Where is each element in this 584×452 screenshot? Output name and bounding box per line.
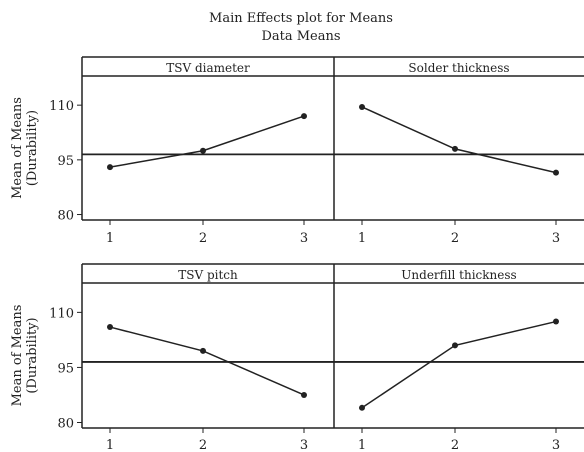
data-point [107, 324, 113, 331]
series-line [361, 106, 557, 174]
data-point [452, 145, 458, 152]
y-axis-label: (Durability) [25, 110, 40, 186]
series-line [109, 326, 305, 396]
x-tick-label: 3 [552, 231, 560, 246]
panel-title: TSV diameter [166, 61, 250, 75]
data-point [553, 318, 559, 325]
data-point [452, 342, 458, 349]
x-tick-label: 1 [106, 231, 114, 246]
y-axis-label: Mean of Means [10, 305, 25, 407]
data-point [359, 404, 365, 411]
data-point [301, 113, 307, 120]
x-tick-label: 3 [552, 438, 560, 452]
chart-title: Main Effects plot for Means [209, 11, 393, 26]
data-point [553, 169, 559, 176]
panel-title: TSV pitch [178, 268, 238, 282]
x-tick-label: 1 [106, 438, 114, 452]
y-tick-label: 95 [57, 154, 74, 169]
data-point [301, 391, 307, 398]
row-top: 80 95 110 Mean of Means (Durability) TSV diam… [10, 56, 584, 246]
data-point [200, 347, 206, 354]
data-point [107, 164, 113, 171]
y-axis-label: Mean of Means [10, 97, 25, 199]
y-tick-label: 80 [57, 209, 74, 224]
x-tick-label: 1 [358, 231, 366, 246]
row-bottom: 80 95 110 Mean of Means (Durability) TSV pitc… [10, 263, 584, 452]
y-tick-label: 110 [49, 306, 74, 321]
x-tick-label: 3 [300, 438, 308, 452]
series-line [109, 115, 305, 168]
panel-title: Solder thickness [408, 61, 509, 75]
data-point [359, 103, 365, 110]
x-tick-label: 2 [451, 231, 459, 246]
chart-subtitle: Data Means [261, 29, 340, 44]
x-tick-label: 2 [451, 438, 459, 452]
x-tick-label: 3 [300, 231, 308, 246]
x-tick-label: 2 [199, 231, 207, 246]
y-tick-label: 95 [57, 361, 74, 376]
y-tick-label: 80 [57, 416, 74, 431]
data-point [200, 147, 206, 154]
series-line [361, 320, 557, 409]
y-axis-label: (Durability) [25, 317, 40, 393]
y-tick-label: 110 [49, 99, 74, 114]
panel-title: Underfill thickness [401, 268, 516, 282]
x-tick-label: 2 [199, 438, 207, 452]
x-tick-label: 1 [358, 438, 366, 452]
